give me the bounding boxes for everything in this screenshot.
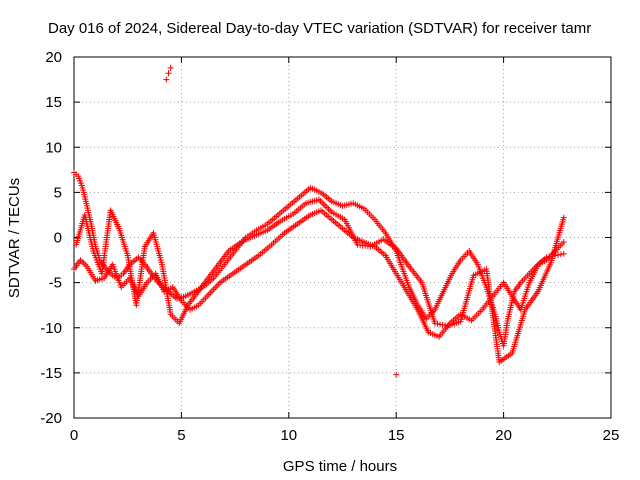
data-point: [165, 70, 172, 77]
data-point: [560, 239, 567, 246]
data-point-trace: [439, 321, 446, 328]
y-tick-label: 15: [45, 94, 62, 111]
grid: [74, 57, 611, 418]
data-point: [543, 254, 550, 261]
x-tick-label: 0: [70, 427, 78, 444]
data-point-trace: [555, 251, 562, 258]
data-point-trace: [434, 320, 441, 327]
data-point-trace: [437, 321, 444, 328]
data-point: [560, 250, 567, 257]
data-point: [163, 76, 170, 83]
y-tick-label: -15: [40, 365, 62, 382]
data-markers: [71, 64, 567, 378]
x-tick-label: 15: [388, 427, 405, 444]
x-tick-label: 20: [495, 427, 512, 444]
y-tick-label: -5: [49, 275, 62, 292]
data-point: [393, 371, 400, 378]
axis-ticks: 0 5 10 15 20 25 -20 -15 -10 -5 0 5 10 15 20: [40, 49, 619, 444]
y-axis-label: SDTVAR / TECUs: [6, 178, 23, 298]
x-tick-label: 10: [280, 427, 297, 444]
y-tick-label: -20: [40, 410, 62, 427]
data-point: [560, 214, 567, 221]
x-tick-label: 25: [603, 427, 620, 444]
y-tick-label: 20: [45, 49, 62, 66]
y-tick-label: 5: [54, 184, 62, 201]
y-tick-label: -10: [40, 320, 62, 337]
x-tick-label: 5: [177, 427, 185, 444]
data-point: [167, 64, 174, 71]
data-point: [431, 320, 438, 327]
x-axis-label: GPS time / hours: [283, 458, 397, 475]
data-point-trace: [557, 251, 564, 258]
chart-title: Day 016 of 2024, Sidereal Day-to-day VTE…: [48, 20, 591, 37]
y-tick-label: 10: [45, 139, 62, 156]
y-tick-label: 0: [54, 230, 62, 247]
